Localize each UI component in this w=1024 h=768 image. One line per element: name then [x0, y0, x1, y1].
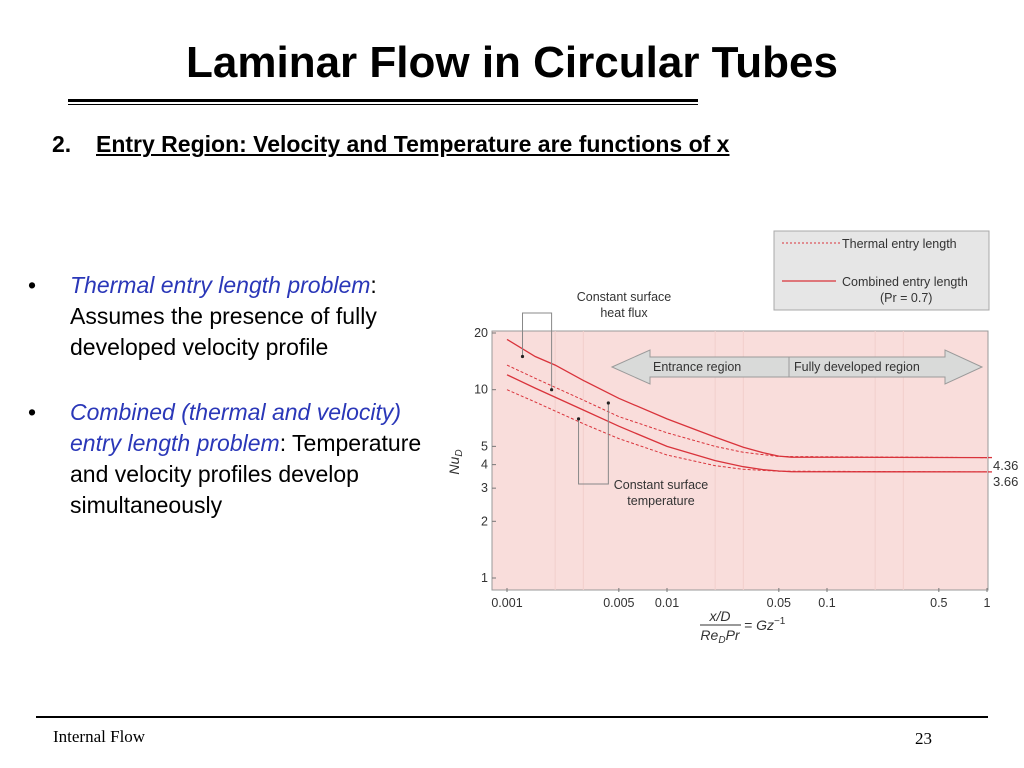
x-tick-label: 0.1 — [818, 596, 835, 610]
x-axis-label-equals-gz: = Gz−1 — [744, 616, 786, 633]
y-tick-label: 1 — [481, 571, 488, 585]
x-axis-label-gz: = Gz — [744, 617, 774, 633]
footer-title: Internal Flow — [53, 727, 146, 746]
svg-text:NuD: NuD — [446, 449, 465, 474]
x-axis-label-numerator: x/D — [709, 608, 731, 624]
bullet-marker: • — [28, 272, 37, 298]
annotation-dot — [550, 388, 554, 392]
x-axis-label-denominator: ReDPr — [700, 627, 740, 646]
annotation-temperature-line2: temperature — [627, 494, 694, 508]
region-label-fully-developed: Fully developed region — [794, 360, 920, 374]
annotation-heat-flux-line2: heat flux — [600, 306, 648, 320]
annotation-temperature-line1: Constant surface — [614, 478, 709, 492]
legend-box — [773, 230, 990, 311]
slide-title: Laminar Flow in Circular Tubes — [186, 38, 838, 87]
y-tick-label: 5 — [481, 439, 488, 453]
section-title: Entry Region: Velocity and Temperature a… — [96, 131, 730, 157]
y-tick-label: 4 — [481, 458, 488, 472]
y-tick-label: 10 — [474, 383, 488, 397]
y-tick-label: 2 — [481, 514, 488, 528]
x-tick-label: 0.5 — [930, 596, 947, 610]
annotation-dot — [520, 354, 525, 359]
x-tick-label: 0.001 — [491, 596, 522, 610]
x-axis-label-re-sub: D — [718, 635, 725, 646]
legend-label-combined: Combined entry length — [842, 275, 968, 289]
footer-rule — [36, 716, 988, 718]
bullet-item: • Combined (thermal and velocity) entry … — [28, 397, 428, 521]
annotation-dot — [606, 401, 610, 405]
y-tick-label: 3 — [481, 481, 488, 495]
region-arrow — [610, 349, 984, 385]
asymptote-label-3-66: 3.66 — [993, 474, 1018, 489]
title-underline — [68, 99, 698, 102]
x-tick-label: 0.05 — [767, 596, 791, 610]
annotation-heat-flux-line1: Constant surface — [577, 290, 672, 304]
x-tick-label: 0.01 — [655, 596, 679, 610]
bullet-item: • Thermal entry length problem: Assumes … — [28, 270, 428, 363]
region-label-entrance: Entrance region — [653, 360, 741, 374]
bullet-emphasis: Combined (thermal and velocity) entry le… — [70, 399, 402, 456]
y-axis-label-sub: D — [454, 449, 465, 456]
x-axis-label-pr: Pr — [726, 627, 741, 643]
bullet-text: : Temperature and velocity profiles deve… — [70, 430, 422, 518]
temperature-leader — [578, 402, 609, 485]
ticks-group: 0.001 0.005 0.01 0.05 0.1 0.5 1 1 2 3 4 5 10 20 — [474, 326, 990, 610]
x-tick-label: 0.005 — [603, 596, 634, 610]
asymptote-label-4-36: 4.36 — [993, 458, 1018, 473]
section-number: 2. — [52, 131, 72, 157]
x-axis-label-re: Re — [700, 627, 718, 643]
bullet-emphasis: Thermal entry length problem — [70, 272, 371, 298]
x-axis-label: x/D ReDPr = Gz−1 — [700, 608, 786, 646]
y-axis-label: NuD — [446, 449, 465, 474]
section-heading: 2. Entry Region: Velocity and Temperature… — [52, 131, 729, 158]
page-number: 23 — [915, 729, 932, 748]
series-line-dashed — [506, 389, 988, 473]
title-underline-thin — [68, 104, 698, 105]
bullet-marker: • — [28, 399, 37, 425]
legend-label-thermal: Thermal entry length — [842, 237, 957, 251]
x-tick-label: 1 — [984, 596, 991, 610]
y-axis-label-main: Nu — [446, 456, 462, 474]
bullet-text: : Assumes the presence of fully develope… — [70, 272, 377, 360]
bullet-list: • Thermal entry length problem: Assumes … — [28, 270, 428, 555]
heat-flux-leader — [522, 312, 553, 390]
x-axis-label-gz-exp: −1 — [774, 616, 786, 627]
series-line-dashed — [506, 364, 988, 459]
annotations-group — [520, 312, 610, 485]
annotation-dot — [576, 417, 581, 421]
legend-label-pr: (Pr = 0.7) — [880, 291, 932, 305]
y-tick-label: 20 — [474, 326, 488, 340]
